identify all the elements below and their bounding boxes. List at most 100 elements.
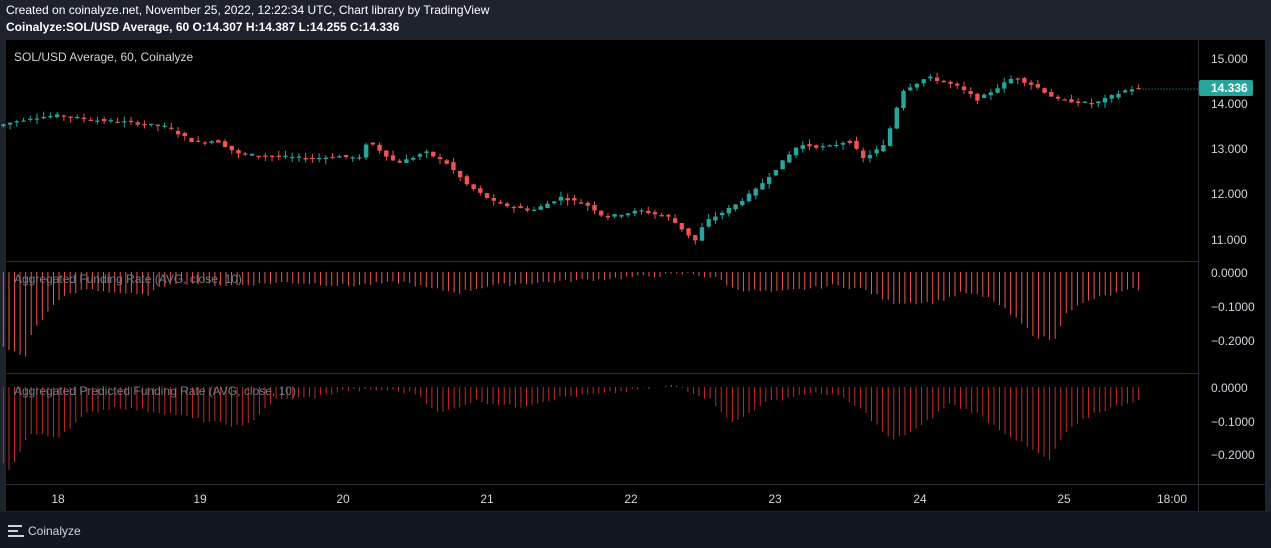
candle-body (975, 93, 980, 101)
candle-body (666, 214, 671, 217)
candle-body (800, 145, 805, 149)
candle-body (323, 157, 329, 160)
candle-body (625, 213, 631, 216)
candle-body (491, 198, 496, 201)
time-tick: 18:00 (1157, 492, 1187, 506)
close-value: 14.336 (362, 20, 400, 34)
candle-body (746, 193, 752, 202)
candle-body (740, 200, 745, 206)
low-value: 14.255 (309, 20, 347, 34)
price-pane-title: SOL/USD Average, 60, Coinalyze (14, 50, 194, 64)
candle-body (1102, 97, 1108, 103)
candle-body (854, 140, 859, 149)
candle-body (726, 208, 732, 214)
candle-body (968, 91, 973, 95)
candle-body (646, 210, 651, 214)
time-tick: 18 (51, 492, 65, 506)
candle-body (1075, 101, 1081, 103)
funding-rate-series (2, 272, 1140, 357)
candle-body (887, 128, 893, 146)
candle-body (558, 196, 564, 201)
footer-bar: Coinalyze (0, 512, 1271, 548)
candle-body (457, 171, 463, 178)
candle-body (578, 202, 584, 204)
time-tick: 19 (193, 492, 207, 506)
candle-body (1096, 101, 1101, 104)
candle-body (397, 160, 402, 163)
symbol-label: Coinalyze:SOL/USD Average, 60 (6, 20, 190, 34)
candle-body (861, 150, 866, 158)
candle-body (263, 155, 268, 157)
candle-body (639, 210, 644, 212)
price-tick: 12.000 (1211, 187, 1248, 201)
candle-body (142, 124, 147, 126)
candle-body (451, 162, 456, 171)
candle-body (531, 209, 537, 212)
candle-body (464, 176, 470, 185)
time-tick: 25 (1057, 492, 1071, 506)
candle-body (283, 155, 288, 157)
candle-body (988, 92, 994, 96)
candle-body (209, 141, 214, 143)
time-tick: 21 (480, 492, 494, 506)
low-label: L: (298, 20, 310, 34)
candle-body (941, 80, 947, 83)
last-price-badge (1199, 80, 1253, 96)
funding-tick: −0.1000 (1211, 300, 1255, 314)
candle-body (753, 188, 758, 196)
candle-body (162, 125, 167, 127)
candle-body (343, 155, 349, 158)
candle-body (827, 145, 832, 147)
time-tick: 20 (336, 492, 350, 506)
candle-body (934, 77, 940, 81)
candle-body (834, 144, 839, 147)
candle-body (928, 76, 933, 79)
candle-body (585, 202, 591, 206)
candle-body (498, 202, 503, 204)
candle-body (249, 153, 255, 156)
candle-body (572, 198, 577, 201)
candle-body (7, 122, 13, 125)
candle-body (780, 160, 785, 170)
candle-body (229, 145, 234, 151)
candle-body (599, 210, 604, 216)
candle-body (404, 159, 409, 163)
candle-body (1089, 102, 1094, 105)
candle-body (686, 228, 691, 236)
funding-tick: 0.0000 (1211, 266, 1248, 280)
candle-body (1129, 89, 1135, 92)
candle-body (1109, 95, 1114, 99)
candle-body (1008, 78, 1014, 84)
candle-body (713, 216, 718, 221)
candle-body (545, 203, 550, 209)
candle-body (632, 210, 638, 214)
brand-label[interactable]: Coinalyze (28, 524, 81, 538)
price-tick: 14.000 (1211, 97, 1248, 111)
chart-canvas[interactable]: SOL/USD Average, 60, Coinalyze Aggregate… (0, 39, 1271, 512)
predicted-tick: −0.2000 (1211, 448, 1255, 462)
candle-body (699, 227, 705, 241)
time-tick: 24 (913, 492, 927, 506)
candle-body (793, 147, 799, 156)
candle-body (1002, 82, 1007, 89)
candle-body (787, 154, 792, 163)
candle-body (1062, 99, 1067, 101)
candle-body (672, 218, 678, 223)
candlestick-series (1, 72, 1141, 245)
candle-body (881, 145, 886, 152)
time-tick: 23 (768, 492, 782, 506)
candle-body (908, 87, 913, 91)
candle-body (243, 153, 248, 155)
candle-body (955, 83, 960, 86)
predicted-tick: 0.0000 (1211, 381, 1248, 395)
candle-body (1, 124, 6, 127)
candle-body (840, 142, 846, 145)
candle-body (813, 145, 819, 148)
candle-body (135, 122, 140, 125)
candle-body (471, 184, 476, 190)
price-tick: 15.000 (1211, 52, 1248, 66)
candle-body (14, 121, 20, 123)
candle-body (706, 219, 711, 227)
candle-body (773, 170, 779, 176)
candle-body (652, 212, 658, 215)
